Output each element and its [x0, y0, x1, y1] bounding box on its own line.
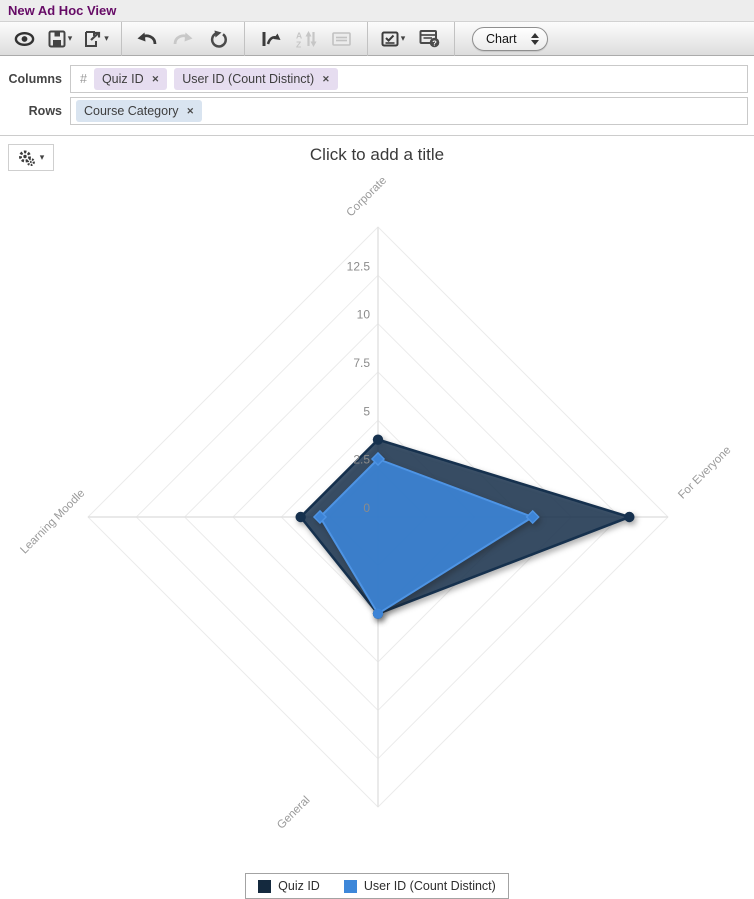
- token-label: Quiz ID: [101, 72, 144, 86]
- svg-text:2.5: 2.5: [353, 453, 370, 467]
- undo-all-button[interactable]: [204, 24, 234, 54]
- chart-title-placeholder[interactable]: Click to add a title: [309, 145, 445, 164]
- column-token-user-id[interactable]: User ID (Count Distinct) ✕: [174, 68, 338, 90]
- pivot-icon: [262, 31, 280, 46]
- toolbar-divider: [121, 22, 122, 56]
- svg-text:10: 10: [357, 308, 371, 322]
- visualization-type-value: Chart: [486, 31, 517, 46]
- undo-icon: [137, 32, 157, 45]
- export-icon: [85, 30, 101, 47]
- token-label: User ID (Count Distinct): [182, 72, 315, 86]
- columns-dropzone[interactable]: # Quiz ID ✕ User ID (Count Distinct) ✕: [70, 65, 748, 93]
- toolbar-divider: [244, 22, 245, 56]
- canvas-options-button[interactable]: ▾: [8, 144, 54, 171]
- undo-button[interactable]: [132, 24, 162, 54]
- legend-item-user-id: User ID (Count Distinct): [343, 879, 496, 893]
- legend-label: Quiz ID: [278, 879, 320, 893]
- field-zone: Columns # Quiz ID ✕ User ID (Count Disti…: [0, 56, 754, 136]
- toolbar-divider: [367, 22, 368, 56]
- visualization-type-select[interactable]: Chart: [472, 26, 548, 51]
- switch-groups-button[interactable]: [255, 24, 285, 54]
- token-label: Course Category: [84, 104, 179, 118]
- svg-text:12.5: 12.5: [347, 259, 371, 273]
- display-mode-button[interactable]: [9, 24, 39, 54]
- caret-down-icon: ▾: [39, 152, 45, 162]
- caret-down-icon: ▾: [67, 33, 73, 43]
- legend-item-quiz-id: Quiz ID: [258, 879, 320, 893]
- details-icon: [332, 31, 351, 46]
- svg-text:5: 5: [363, 404, 370, 418]
- reset-icon: [210, 30, 227, 48]
- details-button: [327, 24, 357, 54]
- show-query-button[interactable]: ?: [414, 24, 444, 54]
- columns-label: Columns: [8, 72, 62, 86]
- page-title: New Ad Hoc View: [8, 3, 117, 18]
- rows-label: Rows: [28, 104, 62, 118]
- sort-az-icon: A Z: [296, 30, 316, 48]
- chart-canvas: ▾ Click to add a title Corporate For Ever…: [0, 136, 754, 899]
- chart-options-icon: [381, 31, 399, 46]
- save-icon: [48, 30, 66, 47]
- chart-options-button[interactable]: ▾: [378, 24, 408, 54]
- svg-text:7.5: 7.5: [353, 356, 370, 370]
- remove-token-icon[interactable]: ✕: [186, 105, 195, 116]
- svg-text:A: A: [296, 30, 302, 40]
- toolbar-divider: [454, 22, 455, 56]
- svg-text:For Everyone: For Everyone: [676, 444, 733, 501]
- query-help-icon: ?: [419, 30, 439, 48]
- legend-label: User ID (Count Distinct): [363, 879, 496, 893]
- rows-row: Rows Course Category ✕: [0, 97, 754, 125]
- select-stepper-icon: [530, 32, 539, 45]
- sort-button: A Z: [291, 24, 321, 54]
- toolbar: ▾ ▾: [0, 22, 754, 56]
- radar-chart: Corporate For Everyone General Learning Moo…: [18, 175, 733, 832]
- svg-text:0: 0: [363, 501, 370, 515]
- legend-container: Quiz ID User ID (Count Distinct): [0, 873, 754, 899]
- legend-swatch-navy: [258, 879, 272, 893]
- svg-text:?: ?: [432, 38, 437, 47]
- remove-token-icon[interactable]: ✕: [322, 73, 330, 84]
- remove-token-icon[interactable]: ✕: [151, 73, 160, 84]
- titlebar: New Ad Hoc View: [0, 0, 754, 22]
- column-token-quiz-id[interactable]: Quiz ID ✕: [93, 68, 168, 90]
- svg-text:Z: Z: [296, 39, 301, 48]
- caret-down-icon: ▾: [104, 33, 109, 43]
- legend-swatch-blue: [343, 879, 357, 893]
- columns-row: Columns # Quiz ID ✕ User ID (Count Disti…: [0, 65, 754, 93]
- gears-icon: [18, 150, 35, 166]
- svg-text:Corporate: Corporate: [345, 175, 390, 220]
- save-button[interactable]: ▾: [45, 24, 75, 54]
- svg-text:Learning Moodle: Learning Moodle: [18, 487, 87, 556]
- chart-legend: Quiz ID User ID (Count Distinct): [245, 873, 509, 899]
- eye-icon: [14, 31, 34, 46]
- redo-button: [168, 24, 198, 54]
- redo-icon: [173, 32, 193, 45]
- measure-prefix: #: [80, 72, 87, 86]
- svg-text:General: General: [275, 794, 312, 831]
- row-token-course-category[interactable]: Course Category ✕: [76, 100, 203, 122]
- rows-dropzone[interactable]: Course Category ✕: [70, 97, 748, 125]
- export-button[interactable]: ▾: [81, 24, 111, 54]
- caret-down-icon: ▾: [400, 33, 406, 43]
